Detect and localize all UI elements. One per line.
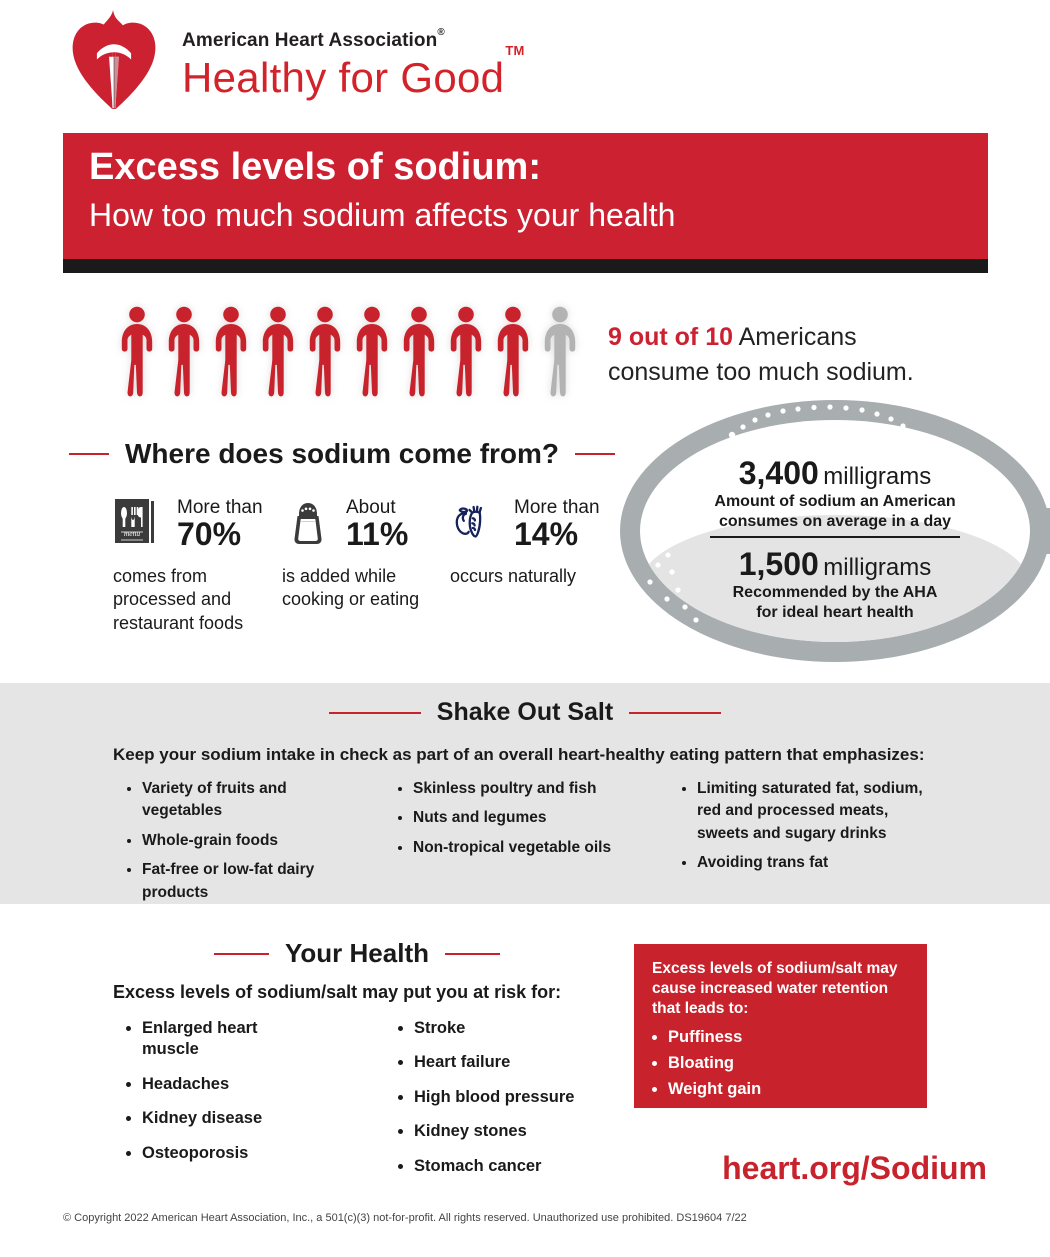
svg-text:menu: menu [124,529,140,538]
